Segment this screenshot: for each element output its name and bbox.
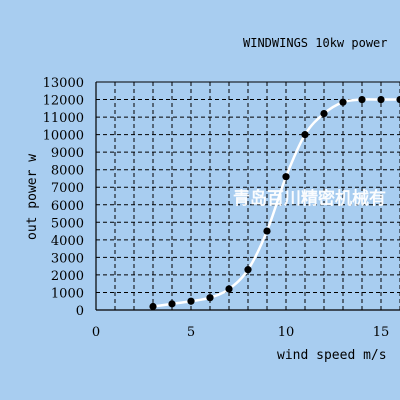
- y-tick-label: 4000: [51, 234, 84, 249]
- y-tick-label: 7000: [51, 181, 84, 196]
- x-tick-label: 5: [187, 325, 195, 340]
- x-tick-labels: 0 5 10 15: [92, 325, 389, 340]
- watermark-text: 青岛百川精密机械有: [233, 188, 386, 209]
- y-tick-label: 0: [76, 304, 84, 319]
- data-point: [225, 285, 233, 293]
- chart-title: WINDWINGS 10kw power: [243, 36, 388, 50]
- y-tick-label: 13000: [43, 76, 84, 91]
- x-tick-label: 0: [92, 325, 100, 340]
- y-tick-label: 6000: [51, 199, 84, 214]
- x-tick-label: 10: [278, 325, 295, 340]
- y-tick-label: 5000: [51, 216, 84, 231]
- x-tick-label: 15: [373, 325, 390, 340]
- y-tick-label: 12000: [43, 94, 84, 109]
- data-point: [358, 95, 366, 104]
- y-tick-label: 9000: [51, 146, 84, 161]
- data-point: [301, 131, 309, 139]
- data-point: [377, 95, 385, 104]
- data-point: [339, 98, 347, 106]
- y-axis-label: out power w: [25, 154, 40, 240]
- data-point: [168, 300, 176, 308]
- y-tick-label: 3000: [51, 251, 84, 266]
- y-tick-label: 8000: [51, 164, 84, 179]
- y-tick-labels: 0 1000 2000 3000 4000 5000 6000 7000 8000 9000 100…: [43, 76, 84, 319]
- y-tick-label: 11000: [43, 111, 84, 126]
- data-point: [263, 227, 271, 235]
- data-point: [149, 302, 157, 311]
- x-axis-label: wind speed m/s: [277, 348, 387, 363]
- data-point: [396, 95, 400, 104]
- data-point: [206, 294, 214, 302]
- data-point: [187, 297, 195, 305]
- y-tick-label: 10000: [43, 129, 84, 144]
- y-tick-label: 2000: [51, 269, 84, 284]
- data-point: [282, 173, 290, 181]
- data-point: [244, 266, 252, 274]
- data-points: [149, 95, 400, 311]
- y-tick-label: 1000: [51, 286, 84, 301]
- plot-axes: [95, 81, 400, 311]
- data-point: [320, 109, 328, 118]
